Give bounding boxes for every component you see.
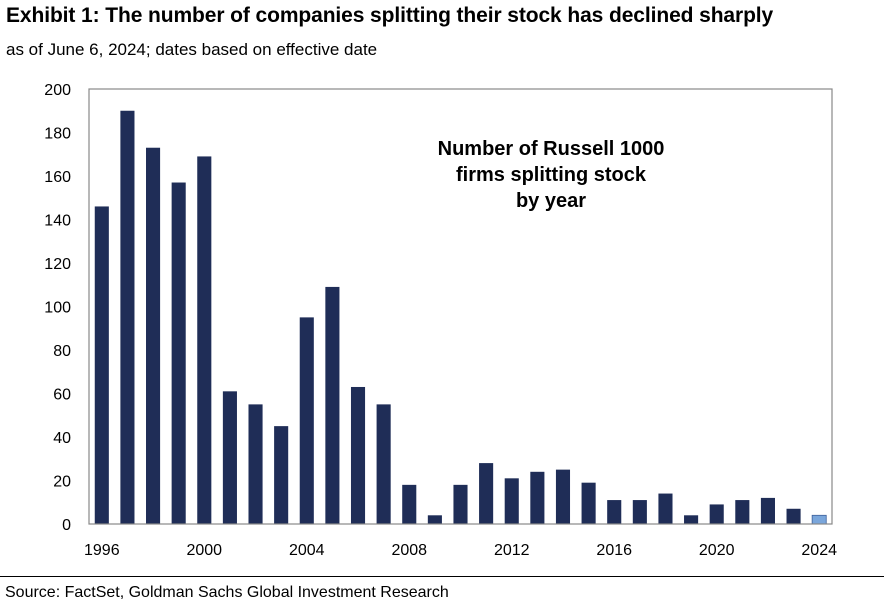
bar-2021 bbox=[735, 500, 750, 524]
y-tick-label: 40 bbox=[53, 430, 71, 447]
bar-2023 bbox=[786, 508, 801, 524]
y-tick-label: 100 bbox=[44, 300, 71, 317]
y-tick-label: 140 bbox=[44, 213, 71, 230]
bar-2015 bbox=[581, 482, 596, 524]
bars-group bbox=[94, 110, 827, 525]
bar-1999 bbox=[171, 182, 186, 524]
bar-2003 bbox=[274, 426, 289, 525]
bar-2016 bbox=[607, 500, 622, 524]
bar-2013 bbox=[530, 471, 545, 524]
x-tick-label: 2008 bbox=[391, 542, 427, 559]
x-axis: 1996 2000 2004 2008 2012 2016 2020 2024 bbox=[84, 542, 837, 559]
exhibit-title: Exhibit 1: The number of companies split… bbox=[6, 4, 774, 27]
bar-2007 bbox=[376, 404, 391, 525]
source-note: Source: FactSet, Goldman Sachs Global In… bbox=[5, 584, 449, 601]
exhibit-subtitle: as of June 6, 2024; dates based on effec… bbox=[6, 40, 378, 59]
x-tick-label: 1996 bbox=[84, 542, 120, 559]
y-tick-label: 80 bbox=[53, 343, 71, 360]
plot-frame bbox=[88, 88, 833, 525]
x-tick-label: 2004 bbox=[289, 542, 325, 559]
x-tick-label: 2024 bbox=[801, 542, 837, 559]
bar-2009 bbox=[427, 515, 442, 524]
bar-2017 bbox=[632, 500, 647, 524]
y-axis: 0 20 40 60 80 100 120 140 160 180 200 bbox=[44, 82, 71, 534]
y-tick-label: 0 bbox=[62, 517, 71, 534]
y-tick-label: 60 bbox=[53, 387, 71, 404]
annotation-line: Number of Russell 1000 bbox=[438, 138, 665, 160]
bar-1996 bbox=[94, 206, 109, 524]
bar-2001 bbox=[222, 391, 237, 524]
bar-2000 bbox=[197, 156, 212, 524]
y-tick-label: 200 bbox=[44, 82, 71, 99]
x-tick-label: 2000 bbox=[186, 542, 222, 559]
chart-annotation: Number of Russell 1000 firms splitting st… bbox=[438, 138, 665, 212]
bar-2006 bbox=[350, 386, 366, 524]
bar-2008 bbox=[402, 484, 417, 524]
x-tick-label: 2016 bbox=[596, 542, 632, 559]
bar-2020 bbox=[709, 504, 724, 524]
bar-chart: Number of Russell 1000 firms splitting st… bbox=[44, 82, 837, 559]
annotation-line: firms splitting stock bbox=[456, 164, 647, 186]
x-tick-label: 2020 bbox=[699, 542, 735, 559]
bar-2019 bbox=[684, 515, 699, 524]
bar-2002 bbox=[248, 404, 263, 525]
y-tick-label: 180 bbox=[44, 126, 71, 143]
bar-1997 bbox=[120, 110, 135, 524]
y-tick-label: 120 bbox=[44, 256, 71, 273]
bar-2022 bbox=[760, 497, 775, 524]
bar-2014 bbox=[555, 469, 571, 525]
bar-2018 bbox=[658, 493, 673, 524]
y-tick-label: 20 bbox=[53, 474, 71, 491]
bar-2012 bbox=[504, 478, 519, 524]
bar-2004 bbox=[299, 317, 314, 525]
bar-2005 bbox=[325, 286, 340, 524]
bar-2010 bbox=[453, 484, 468, 524]
bar-1998 bbox=[146, 147, 161, 525]
x-tick-label: 2012 bbox=[494, 542, 530, 559]
annotation-line: by year bbox=[516, 190, 586, 212]
bar-2024 bbox=[811, 514, 827, 525]
bar-2011 bbox=[479, 463, 494, 524]
source-divider bbox=[0, 576, 884, 577]
y-tick-label: 160 bbox=[44, 169, 71, 186]
